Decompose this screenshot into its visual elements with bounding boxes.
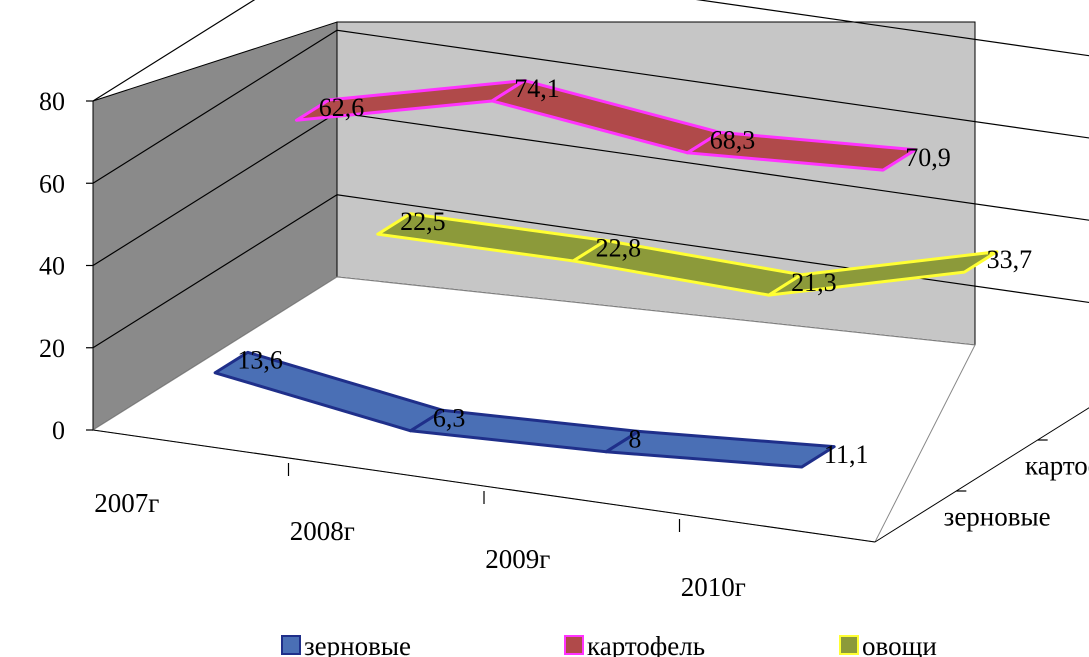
x-category-label: 2009г	[485, 544, 550, 574]
series-зерновые: 13,6 6,3 8 11,1	[213, 346, 869, 469]
depth-axis-line	[874, 407, 1089, 543]
data-label: 62,6	[319, 93, 365, 122]
axes: 0 20 40 60 80 2007г 2008г 2009г 2010г зерновые кар…	[39, 87, 1089, 602]
data-label: 74,1	[514, 74, 560, 103]
y-tick-label: 0	[52, 416, 65, 445]
x-category-label: 2007г	[94, 488, 159, 518]
legend-item: картофель	[564, 631, 705, 657]
gridline	[92, 0, 1089, 102]
data-label: 13,6	[237, 346, 283, 375]
legend-label: овощи	[862, 631, 937, 657]
x-axis-line	[92, 429, 876, 543]
ribbon-segment	[767, 250, 999, 297]
series-овощи: 22,5 22,8 21,3 33,7	[376, 207, 1032, 297]
data-label: 22,8	[596, 234, 642, 263]
depth-label: зерновые	[944, 502, 1051, 532]
x-category-label: 2008г	[290, 516, 355, 546]
legend-label: картофель	[587, 631, 705, 657]
series-картофель: 62,6 74,1 68,3 70,9	[294, 74, 951, 172]
ribbon-segment	[685, 130, 918, 172]
y-tick-label: 80	[39, 87, 65, 116]
y-tick-label: 20	[39, 334, 65, 363]
legend-item: овощи	[839, 631, 937, 657]
data-label: 68,3	[710, 126, 756, 155]
data-label: 8	[628, 425, 641, 454]
data-label: 21,3	[791, 268, 837, 297]
legend-swatch	[281, 635, 301, 655]
legend: зерновые картофель овощи	[281, 631, 937, 657]
legend-swatch	[839, 635, 859, 655]
data-label: 70,9	[905, 143, 951, 172]
ribbon-segment	[604, 429, 836, 469]
ribbons: 22,5 22,8 21,3 33,7 62,6 74,1 68,3 70,9 13,6 6,3 8…	[213, 74, 1032, 469]
y-tick-label: 40	[39, 252, 65, 281]
data-label: 33,7	[987, 245, 1032, 274]
depth-label: картофель	[1025, 451, 1089, 481]
x-category-label: 2010г	[681, 572, 746, 602]
gridline	[92, 29, 1089, 184]
data-label: 22,5	[400, 207, 446, 236]
data-label: 6,3	[433, 404, 466, 433]
legend-swatch	[564, 635, 584, 655]
y-tick-label: 60	[39, 169, 65, 198]
data-label: 11,1	[824, 440, 869, 469]
legend-item: зерновые	[281, 631, 411, 657]
legend-label: зерновые	[304, 631, 411, 657]
